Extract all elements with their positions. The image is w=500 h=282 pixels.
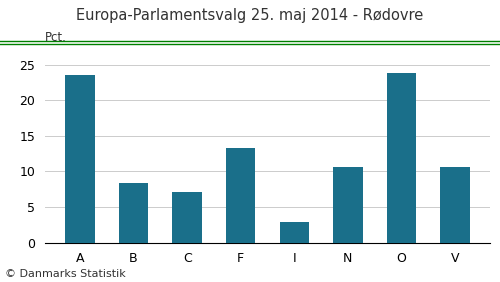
Text: Pct.: Pct.: [45, 31, 67, 44]
Bar: [65, 75, 94, 243]
Bar: [386, 73, 416, 243]
Text: © Danmarks Statistik: © Danmarks Statistik: [5, 269, 126, 279]
Bar: [119, 183, 148, 243]
Bar: [226, 148, 256, 243]
Bar: [172, 192, 202, 243]
Bar: [333, 167, 362, 243]
Text: Europa-Parlamentsvalg 25. maj 2014 - Rødovre: Europa-Parlamentsvalg 25. maj 2014 - Rød…: [76, 8, 424, 23]
Bar: [280, 222, 309, 243]
Bar: [440, 167, 470, 243]
